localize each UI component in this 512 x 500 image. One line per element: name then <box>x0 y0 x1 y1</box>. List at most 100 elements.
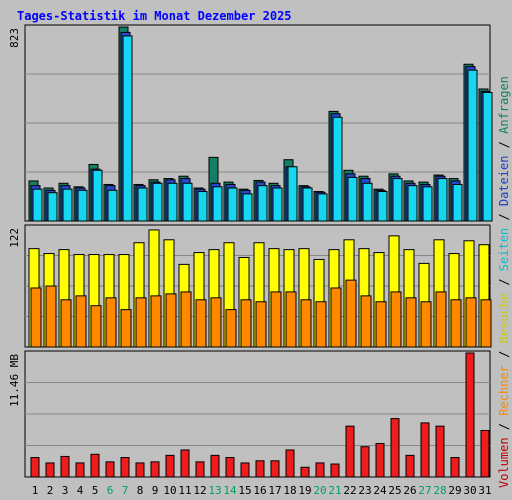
middle-bar-rechner-day-6 <box>105 297 117 348</box>
middle-bar-rechner-day-5 <box>90 305 102 348</box>
middle-bar-rechner-day-13 <box>210 297 222 348</box>
top-bar-seiten-day-17 <box>272 187 283 222</box>
top-bar-seiten-day-7 <box>122 35 133 222</box>
bottom-bar-volumen-day-1 <box>30 457 40 478</box>
middle-bar-rechner-day-25 <box>390 291 402 348</box>
x-tick-label-day-1: 1 <box>32 484 39 497</box>
bottom-bar-volumen-day-23 <box>360 446 370 478</box>
top-bar-seiten-day-11 <box>182 182 193 222</box>
bottom-bar-volumen-day-5 <box>90 453 100 478</box>
legend-item-seiten: Seiten <box>497 228 511 271</box>
legend-separator: / <box>497 416 511 438</box>
bottom-bar-volumen-day-21 <box>330 463 340 478</box>
top-bar-seiten-day-6 <box>107 189 118 222</box>
bottom-bar-volumen-day-17 <box>270 460 280 478</box>
top-bar-seiten-day-18 <box>287 166 298 222</box>
middle-bar-rechner-day-12 <box>195 299 207 348</box>
top-panel: 823 <box>8 24 493 222</box>
middle-bar-rechner-day-3 <box>60 299 72 348</box>
top-bar-seiten-day-29 <box>452 183 463 222</box>
chart-title: Tages-Statistik im Monat Dezember 2025 <box>17 9 292 23</box>
top-bar-seiten-day-3 <box>62 188 73 222</box>
x-tick-label-day-23: 23 <box>358 484 371 497</box>
top-bar-seiten-day-28 <box>437 178 448 222</box>
middle-bar-rechner-day-10 <box>165 293 177 348</box>
bottom-bar-volumen-day-26 <box>405 454 415 478</box>
top-bar-seiten-day-26 <box>407 185 418 222</box>
x-tick-label-day-2: 2 <box>47 484 54 497</box>
legend-item-besuche: Besuche <box>497 293 511 344</box>
middle-bar-rechner-day-19 <box>300 299 312 348</box>
x-tick-label-day-15: 15 <box>238 484 251 497</box>
x-tick-label-day-13: 13 <box>208 484 221 497</box>
bottom-bar-volumen-day-20 <box>315 462 325 478</box>
middle-max-label: 122 <box>8 228 21 248</box>
middle-bar-rechner-day-2 <box>45 285 57 348</box>
middle-bar-rechner-day-24 <box>375 301 387 348</box>
top-bar-seiten-day-9 <box>152 182 163 222</box>
legend-separator: / <box>497 134 511 156</box>
x-tick-label-day-4: 4 <box>77 484 84 497</box>
middle-bar-rechner-day-27 <box>420 301 432 348</box>
top-bar-seiten-day-24 <box>377 191 388 222</box>
top-bar-seiten-day-4 <box>77 189 88 222</box>
x-tick-label-day-18: 18 <box>283 484 296 497</box>
bottom-max-label: 11.46 MB <box>8 354 21 407</box>
middle-bar-rechner-day-1 <box>30 287 42 348</box>
bottom-bar-volumen-day-3 <box>60 455 70 478</box>
chart-legend: Volumen / Rechner / Besuche / Seiten / D… <box>497 76 511 488</box>
bottom-bar-volumen-day-16 <box>255 460 265 478</box>
middle-bar-rechner-day-16 <box>255 301 267 348</box>
x-tick-label-day-6: 6 <box>107 484 114 497</box>
x-tick-label-day-31: 31 <box>478 484 491 497</box>
top-bar-seiten-day-23 <box>362 182 373 222</box>
middle-bar-rechner-day-11 <box>180 291 192 348</box>
x-tick-label-day-21: 21 <box>328 484 341 497</box>
middle-bar-rechner-day-30 <box>465 297 477 348</box>
bottom-bar-volumen-day-22 <box>345 425 355 478</box>
x-tick-label-day-11: 11 <box>178 484 191 497</box>
x-tick-label-day-17: 17 <box>268 484 281 497</box>
top-bar-seiten-day-25 <box>392 178 403 222</box>
middle-bar-rechner-day-29 <box>450 299 462 348</box>
legend-item-dateien: Dateien <box>497 156 511 207</box>
middle-bar-rechner-day-31 <box>480 299 492 348</box>
middle-bar-rechner-day-15 <box>240 299 252 348</box>
top-bar-seiten-day-5 <box>92 169 103 222</box>
x-axis-day-labels: 1 2 3 4 5 6 7 8 9 10 11 12 13 14 15 16 17 18 19 20 21 22 23 24 2… <box>32 484 492 497</box>
middle-bar-rechner-day-20 <box>315 301 327 348</box>
bottom-bar-volumen-day-29 <box>450 457 460 478</box>
middle-bar-rechner-day-4 <box>75 295 87 348</box>
top-bar-seiten-day-12 <box>197 191 208 222</box>
x-tick-label-day-12: 12 <box>193 484 206 497</box>
bottom-bar-volumen-day-13 <box>210 454 220 478</box>
x-tick-label-day-14: 14 <box>223 484 237 497</box>
top-bar-seiten-day-2 <box>47 192 58 222</box>
top-bar-seiten-day-8 <box>137 187 148 222</box>
bottom-panel: 11.46 MB <box>8 350 491 478</box>
top-bar-seiten-day-15 <box>242 193 253 222</box>
middle-bar-rechner-day-26 <box>405 297 417 348</box>
top-bar-seiten-day-13 <box>212 186 223 222</box>
chart-panels: 823 122 11.46 MB <box>8 24 493 478</box>
legend-item-volumen: Volumen <box>497 437 511 488</box>
x-tick-label-day-20: 20 <box>313 484 326 497</box>
x-tick-label-day-28: 28 <box>433 484 446 497</box>
middle-bar-rechner-day-22 <box>345 279 357 348</box>
bottom-bar-volumen-day-4 <box>75 462 85 478</box>
bottom-bar-volumen-day-2 <box>45 462 55 478</box>
x-tick-label-day-29: 29 <box>448 484 461 497</box>
top-bar-seiten-day-31 <box>482 92 493 222</box>
bottom-bar-volumen-day-28 <box>435 425 445 478</box>
bottom-bar-volumen-day-8 <box>135 462 145 478</box>
x-tick-label-day-8: 8 <box>137 484 144 497</box>
bottom-bar-volumen-day-31 <box>480 429 490 478</box>
middle-bar-rechner-day-18 <box>285 291 297 348</box>
legend-item-rechner: Rechner <box>497 365 511 416</box>
x-tick-label-day-19: 19 <box>298 484 311 497</box>
bottom-bar-volumen-day-27 <box>420 422 430 478</box>
x-tick-label-day-5: 5 <box>92 484 99 497</box>
middle-bar-rechner-day-14 <box>225 309 237 348</box>
x-tick-label-day-3: 3 <box>62 484 69 497</box>
bottom-bar-volumen-day-18 <box>285 449 295 478</box>
